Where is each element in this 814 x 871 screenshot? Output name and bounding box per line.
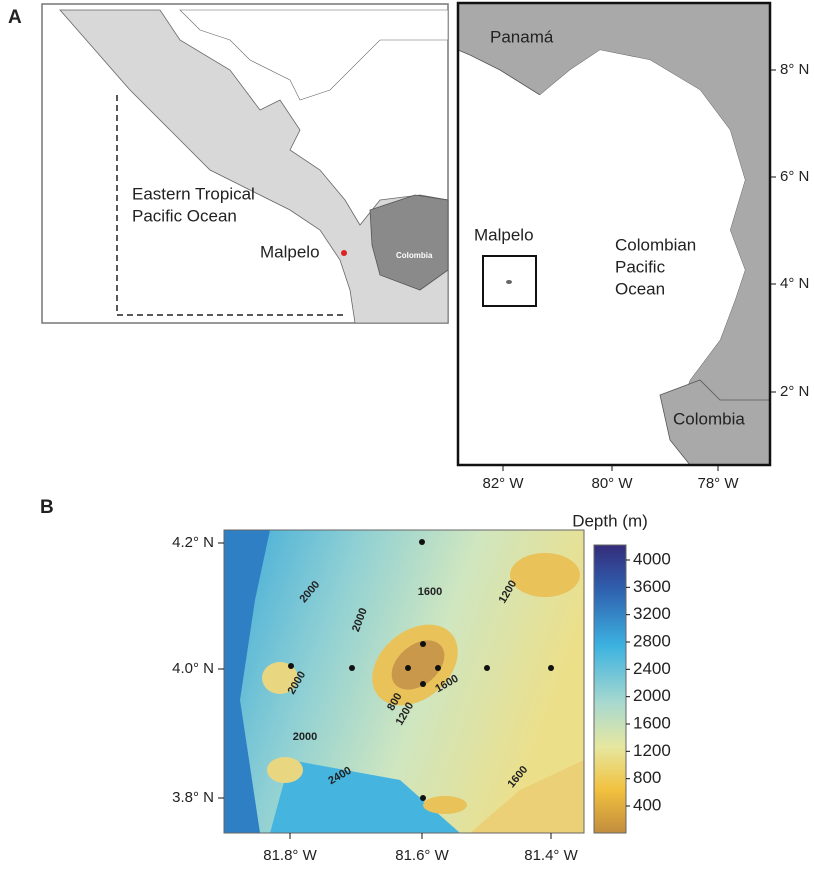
colorbar-tick-label: 800 [633,768,661,787]
colorbar-tick-label: 2400 [633,659,671,678]
y-tick-label: 4.0° N [172,660,214,677]
y-tick-label: 4° N [780,275,809,292]
colorbar-tick-label: 4000 [633,549,671,568]
site-label: Malpelo [260,242,320,261]
contour-label: 2000 [293,731,317,743]
country-label: Colombia [673,409,745,428]
map-frame [223,529,585,834]
ocean-label: Pacific [615,257,666,276]
x-tick-label: 81.4° W [524,847,578,864]
overview-map [41,3,449,324]
x-tick-label: 80° W [591,475,633,492]
x-tick-label: 82° W [482,475,524,492]
y-tick-label: 3.8° N [172,789,214,806]
colorbar-tick-label: 400 [633,795,661,814]
panel-label: A [8,7,22,28]
colorbar-tick-label: 2000 [633,686,671,705]
ocean-label: Pacific Ocean [132,206,237,225]
ocean-label: Ocean [615,279,665,298]
x-tick-label: 78° W [697,475,739,492]
y-tick-label: 4.2° N [172,534,214,551]
colorbar [593,544,627,834]
y-tick-label: 8° N [780,61,809,78]
panel-label: B [40,497,54,518]
colorbar-tick-label: 3200 [633,604,671,623]
colorbar-tick-label: 1600 [633,713,671,732]
ocean-label: Colombian [615,235,696,254]
x-tick-label: 81.8° W [263,847,317,864]
colorbar-title: Depth (m) [572,511,648,530]
country-label: Colombia [396,251,433,260]
colorbar-tick-label: 2800 [633,631,671,650]
bathymetry-map [224,530,584,833]
colorbar-tick-label: 1200 [633,741,671,760]
colorbar-tick-label: 3600 [633,577,671,596]
x-tick-label: 81.6° W [395,847,449,864]
y-tick-label: 2° N [780,383,809,400]
y-tick-label: 6° N [780,168,809,185]
site-label: Malpelo [474,225,534,244]
inset-map [456,1,772,467]
country-label: Panamá [490,27,554,46]
ocean-label: Eastern Tropical [132,184,255,203]
contour-label: 1600 [418,586,442,598]
